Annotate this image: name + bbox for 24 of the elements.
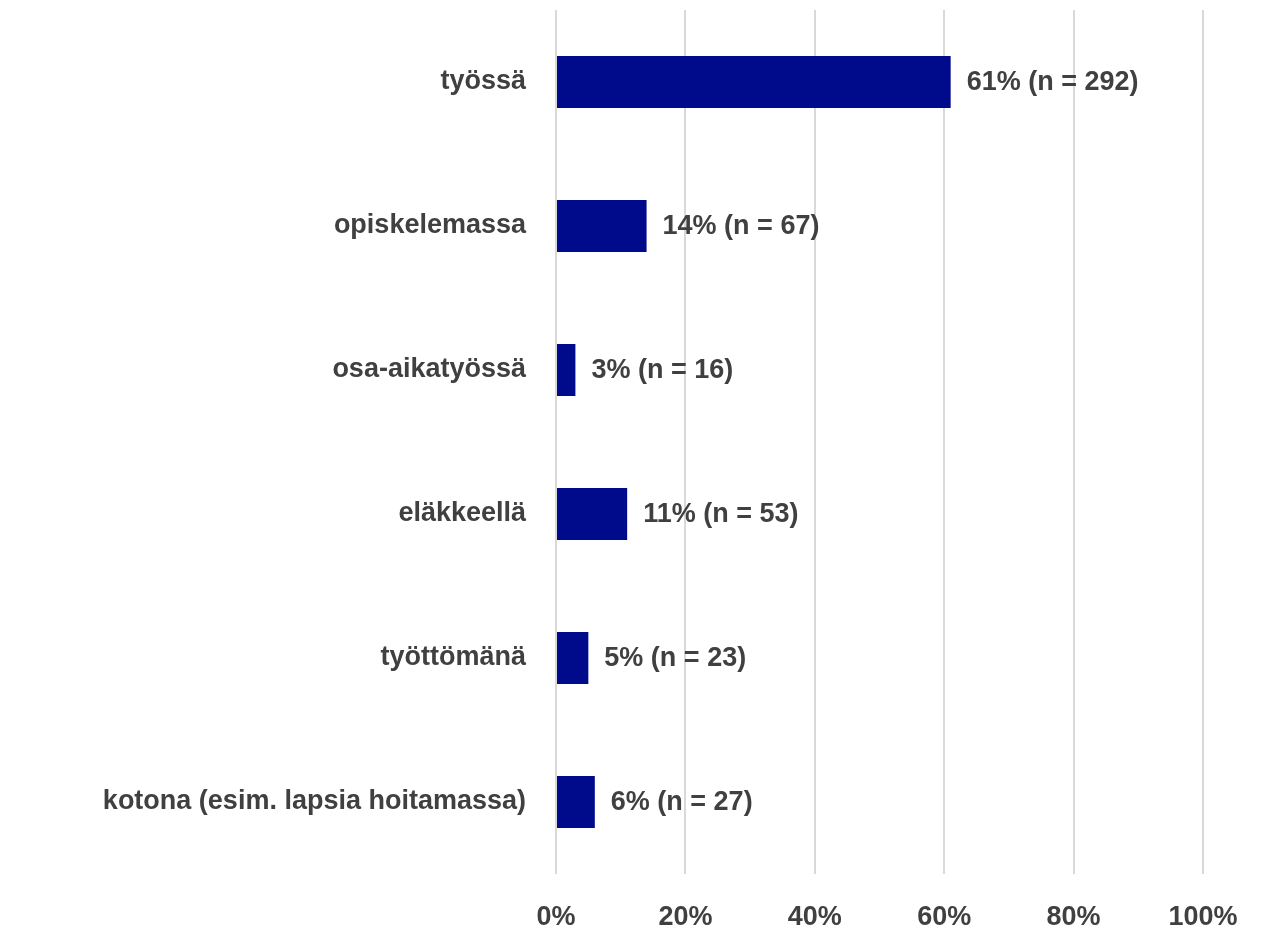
x-tick-label: 40% (787, 900, 842, 930)
data-label: 3% (n = 16) (591, 354, 734, 385)
y-tick-label: työttömänä (380, 641, 527, 672)
x-tick-label: 60% (917, 900, 972, 930)
y-tick-label: kotona (esim. lapsia hoitamassa) (102, 785, 526, 816)
data-label: 14% (n = 67) (662, 210, 820, 241)
y-tick-label: osa-aikatyössä (332, 353, 527, 384)
data-label: 11% (n = 53) (643, 498, 799, 529)
bar (557, 776, 595, 828)
bar (557, 56, 951, 108)
x-tick-label: 20% (658, 900, 713, 930)
x-tick-label: 100% (1168, 900, 1238, 930)
data-label: 61% (n = 292) (966, 66, 1139, 97)
x-tick-label: 0% (536, 900, 576, 930)
y-tick-label: opiskelemassa (333, 209, 527, 240)
bar (557, 200, 647, 252)
x-tick-label: 80% (1046, 900, 1101, 930)
data-label: 6% (n = 27) (610, 786, 753, 817)
bar (557, 632, 589, 684)
bar (557, 344, 576, 396)
y-tick-label: työssä (440, 65, 527, 96)
data-label: 5% (n = 23) (604, 642, 747, 673)
y-tick-label: eläkkeellä (398, 497, 527, 528)
bar (557, 488, 628, 540)
